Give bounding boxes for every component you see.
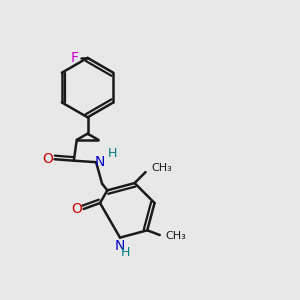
Text: H: H — [108, 147, 117, 161]
Text: CH₃: CH₃ — [152, 164, 172, 173]
Text: H: H — [121, 246, 130, 259]
Text: O: O — [43, 152, 53, 166]
Text: N: N — [115, 239, 125, 253]
Text: O: O — [72, 202, 83, 216]
Text: N: N — [95, 154, 105, 169]
Text: CH₃: CH₃ — [166, 231, 186, 241]
Text: F: F — [70, 51, 78, 65]
